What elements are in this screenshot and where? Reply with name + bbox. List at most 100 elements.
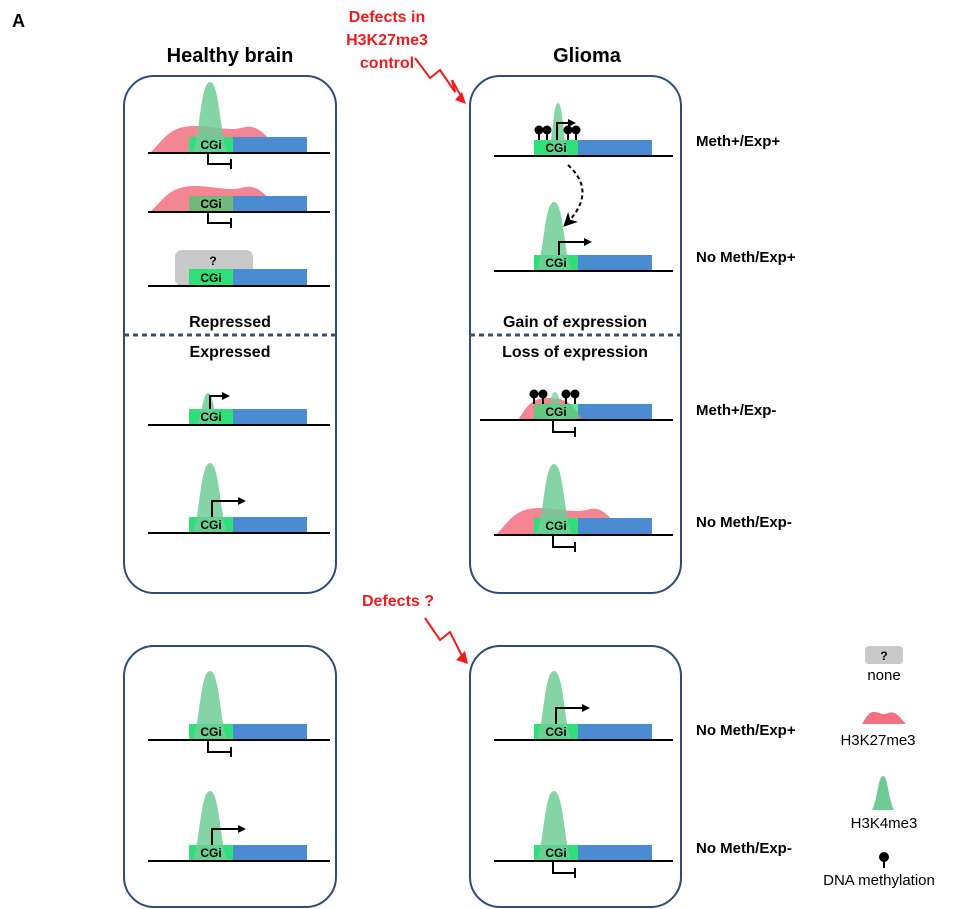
- glioma-row-4: CGi: [494, 464, 673, 552]
- active-promoter-arrow: [556, 119, 576, 140]
- repressed-promoter-symbol: [552, 535, 576, 552]
- repressed-promoter-symbol: [207, 153, 232, 169]
- legend-dna-methylation-label: DNA methylation: [823, 872, 935, 889]
- legend-h3k4me3-label: H3K4me3: [851, 815, 918, 832]
- gene-body: [578, 518, 652, 534]
- h3k4me3-peak: [536, 464, 572, 534]
- gene-body: [578, 404, 652, 420]
- cgi-box: [189, 269, 233, 285]
- h3k27me3-overlay: [189, 196, 233, 212]
- active-promoter-arrow: [209, 392, 230, 409]
- healthy-row-2: CGi: [148, 186, 330, 228]
- h3k4me3-peak: [536, 791, 572, 861]
- glioma-row-1: CGi: [494, 103, 673, 157]
- label-gain-of-expression: Gain of expression: [503, 314, 647, 331]
- legend-h3k27me3-swatch: [862, 712, 906, 724]
- defects-annotation-line3: control: [360, 55, 414, 72]
- cgi-label: CGi: [545, 725, 566, 739]
- defects-annotation-line1: Defects in: [349, 9, 425, 26]
- defects-question-annotation: Defects ?: [362, 593, 434, 610]
- label-repressed: Repressed: [189, 314, 271, 331]
- cgi-label: CGi: [200, 410, 221, 424]
- legend-dna-methylation-swatch: [879, 852, 889, 868]
- h3k4me3-peak: [536, 202, 572, 271]
- repressed-promoter-symbol: [207, 740, 232, 757]
- panel-healthy-bottom: [123, 645, 337, 908]
- gene-body: [578, 724, 652, 740]
- active-promoter-arrow: [555, 704, 590, 724]
- dna-methylation-marks: [534, 125, 581, 140]
- cgi-label: CGi: [200, 725, 221, 739]
- cgi-label: CGi: [200, 271, 221, 285]
- healthy-row-3: ? CGi: [148, 250, 330, 287]
- repressed-promoter-symbol: [552, 861, 576, 878]
- gene-body: [578, 255, 652, 271]
- legend-h3k27me3-label: H3K27me3: [840, 732, 915, 749]
- gene-body: [233, 137, 307, 153]
- gene-body: [233, 196, 307, 212]
- legend-none-symbol: ?: [880, 649, 887, 663]
- gene-body: [578, 140, 652, 156]
- h3k4me3-peak: [197, 393, 219, 425]
- row-label-top-3: Meth+/Exp-: [696, 402, 776, 419]
- legend: ? none H3K27me3 H3K4me3 DNA methylation: [823, 646, 935, 889]
- healthy-bottom-row-1: CGi: [148, 671, 330, 757]
- row-label-bottom-2: No Meth/Exp-: [696, 840, 792, 857]
- label-loss-of-expression: Loss of expression: [502, 344, 648, 361]
- healthy-row-1: CGi: [148, 82, 330, 169]
- row-label-bottom-1: No Meth/Exp+: [696, 722, 796, 739]
- row-label-top-1: Meth+/Exp+: [696, 133, 780, 150]
- cgi-label: CGi: [200, 138, 221, 152]
- legend-none-swatch: [865, 646, 903, 664]
- gene-body: [233, 724, 307, 740]
- active-promoter-arrow: [211, 497, 246, 517]
- gene-body: [233, 409, 307, 425]
- dna-methylation-marks: [529, 389, 580, 404]
- header-glioma: Glioma: [553, 45, 622, 67]
- gene-body: [233, 845, 307, 861]
- h3k4me3-peak: [545, 392, 565, 420]
- h3k4me3-peak: [536, 671, 572, 740]
- cgi-label: CGi: [545, 519, 566, 533]
- repressed-promoter-symbol: [207, 212, 232, 228]
- glioma-bottom-row-2: CGi: [494, 791, 673, 878]
- lightning-arrow-bottom: [424, 617, 463, 657]
- gene-body: [233, 269, 307, 285]
- active-promoter-arrow: [558, 238, 592, 255]
- gene-body: [233, 517, 307, 533]
- cgi-label: CGi: [545, 141, 566, 155]
- h3k4me3-peak: [192, 82, 228, 153]
- h3k4me3-peak: [192, 463, 228, 533]
- row-label-top-2: No Meth/Exp+: [696, 249, 796, 266]
- lightning-arrow-top: [414, 57, 463, 99]
- cgi-label: CGi: [545, 405, 566, 419]
- healthy-row-4: CGi: [148, 392, 330, 426]
- row-label-top-4: No Meth/Exp-: [696, 514, 792, 531]
- h3k4me3-peak: [192, 671, 228, 740]
- lightning-arrowhead-bottom: [456, 651, 468, 664]
- defects-annotation-line2: H3K27me3: [346, 32, 428, 49]
- cgi-label: CGi: [545, 256, 566, 270]
- gene-body: [578, 845, 652, 861]
- repressed-promoter-symbol: [552, 420, 576, 437]
- glioma-row-2: CGi: [494, 202, 673, 272]
- cgi-label: CGi: [545, 846, 566, 860]
- active-promoter-arrow: [211, 825, 246, 845]
- cgi-label: CGi: [200, 197, 221, 211]
- lightning-arrowhead-top: [455, 92, 466, 104]
- label-expressed: Expressed: [190, 344, 271, 361]
- transition-arrow: [563, 164, 584, 227]
- cgi-box: [189, 196, 233, 212]
- h3k4me3-peak: [192, 791, 228, 861]
- cgi-label: CGi: [200, 518, 221, 532]
- healthy-row-5: CGi: [148, 463, 330, 534]
- cgi-label: CGi: [200, 846, 221, 860]
- glioma-bottom-row-1: CGi: [494, 671, 673, 741]
- legend-h3k4me3-swatch: [872, 776, 894, 810]
- healthy-bottom-row-2: CGi: [148, 791, 330, 862]
- panel-label: A: [12, 11, 25, 31]
- glioma-row-3: CGi: [480, 389, 673, 437]
- panel-glioma-bottom: [469, 645, 682, 908]
- none-mark-question: ?: [209, 254, 216, 268]
